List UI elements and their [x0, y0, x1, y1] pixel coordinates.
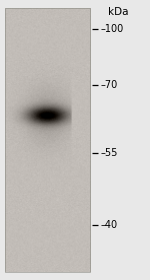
Text: –40: –40 [100, 220, 118, 230]
Text: –70: –70 [100, 80, 118, 90]
Text: –55: –55 [100, 148, 118, 158]
Text: –100: –100 [100, 24, 124, 34]
Text: kDa: kDa [108, 7, 129, 17]
Bar [4, 8, 90, 272]
